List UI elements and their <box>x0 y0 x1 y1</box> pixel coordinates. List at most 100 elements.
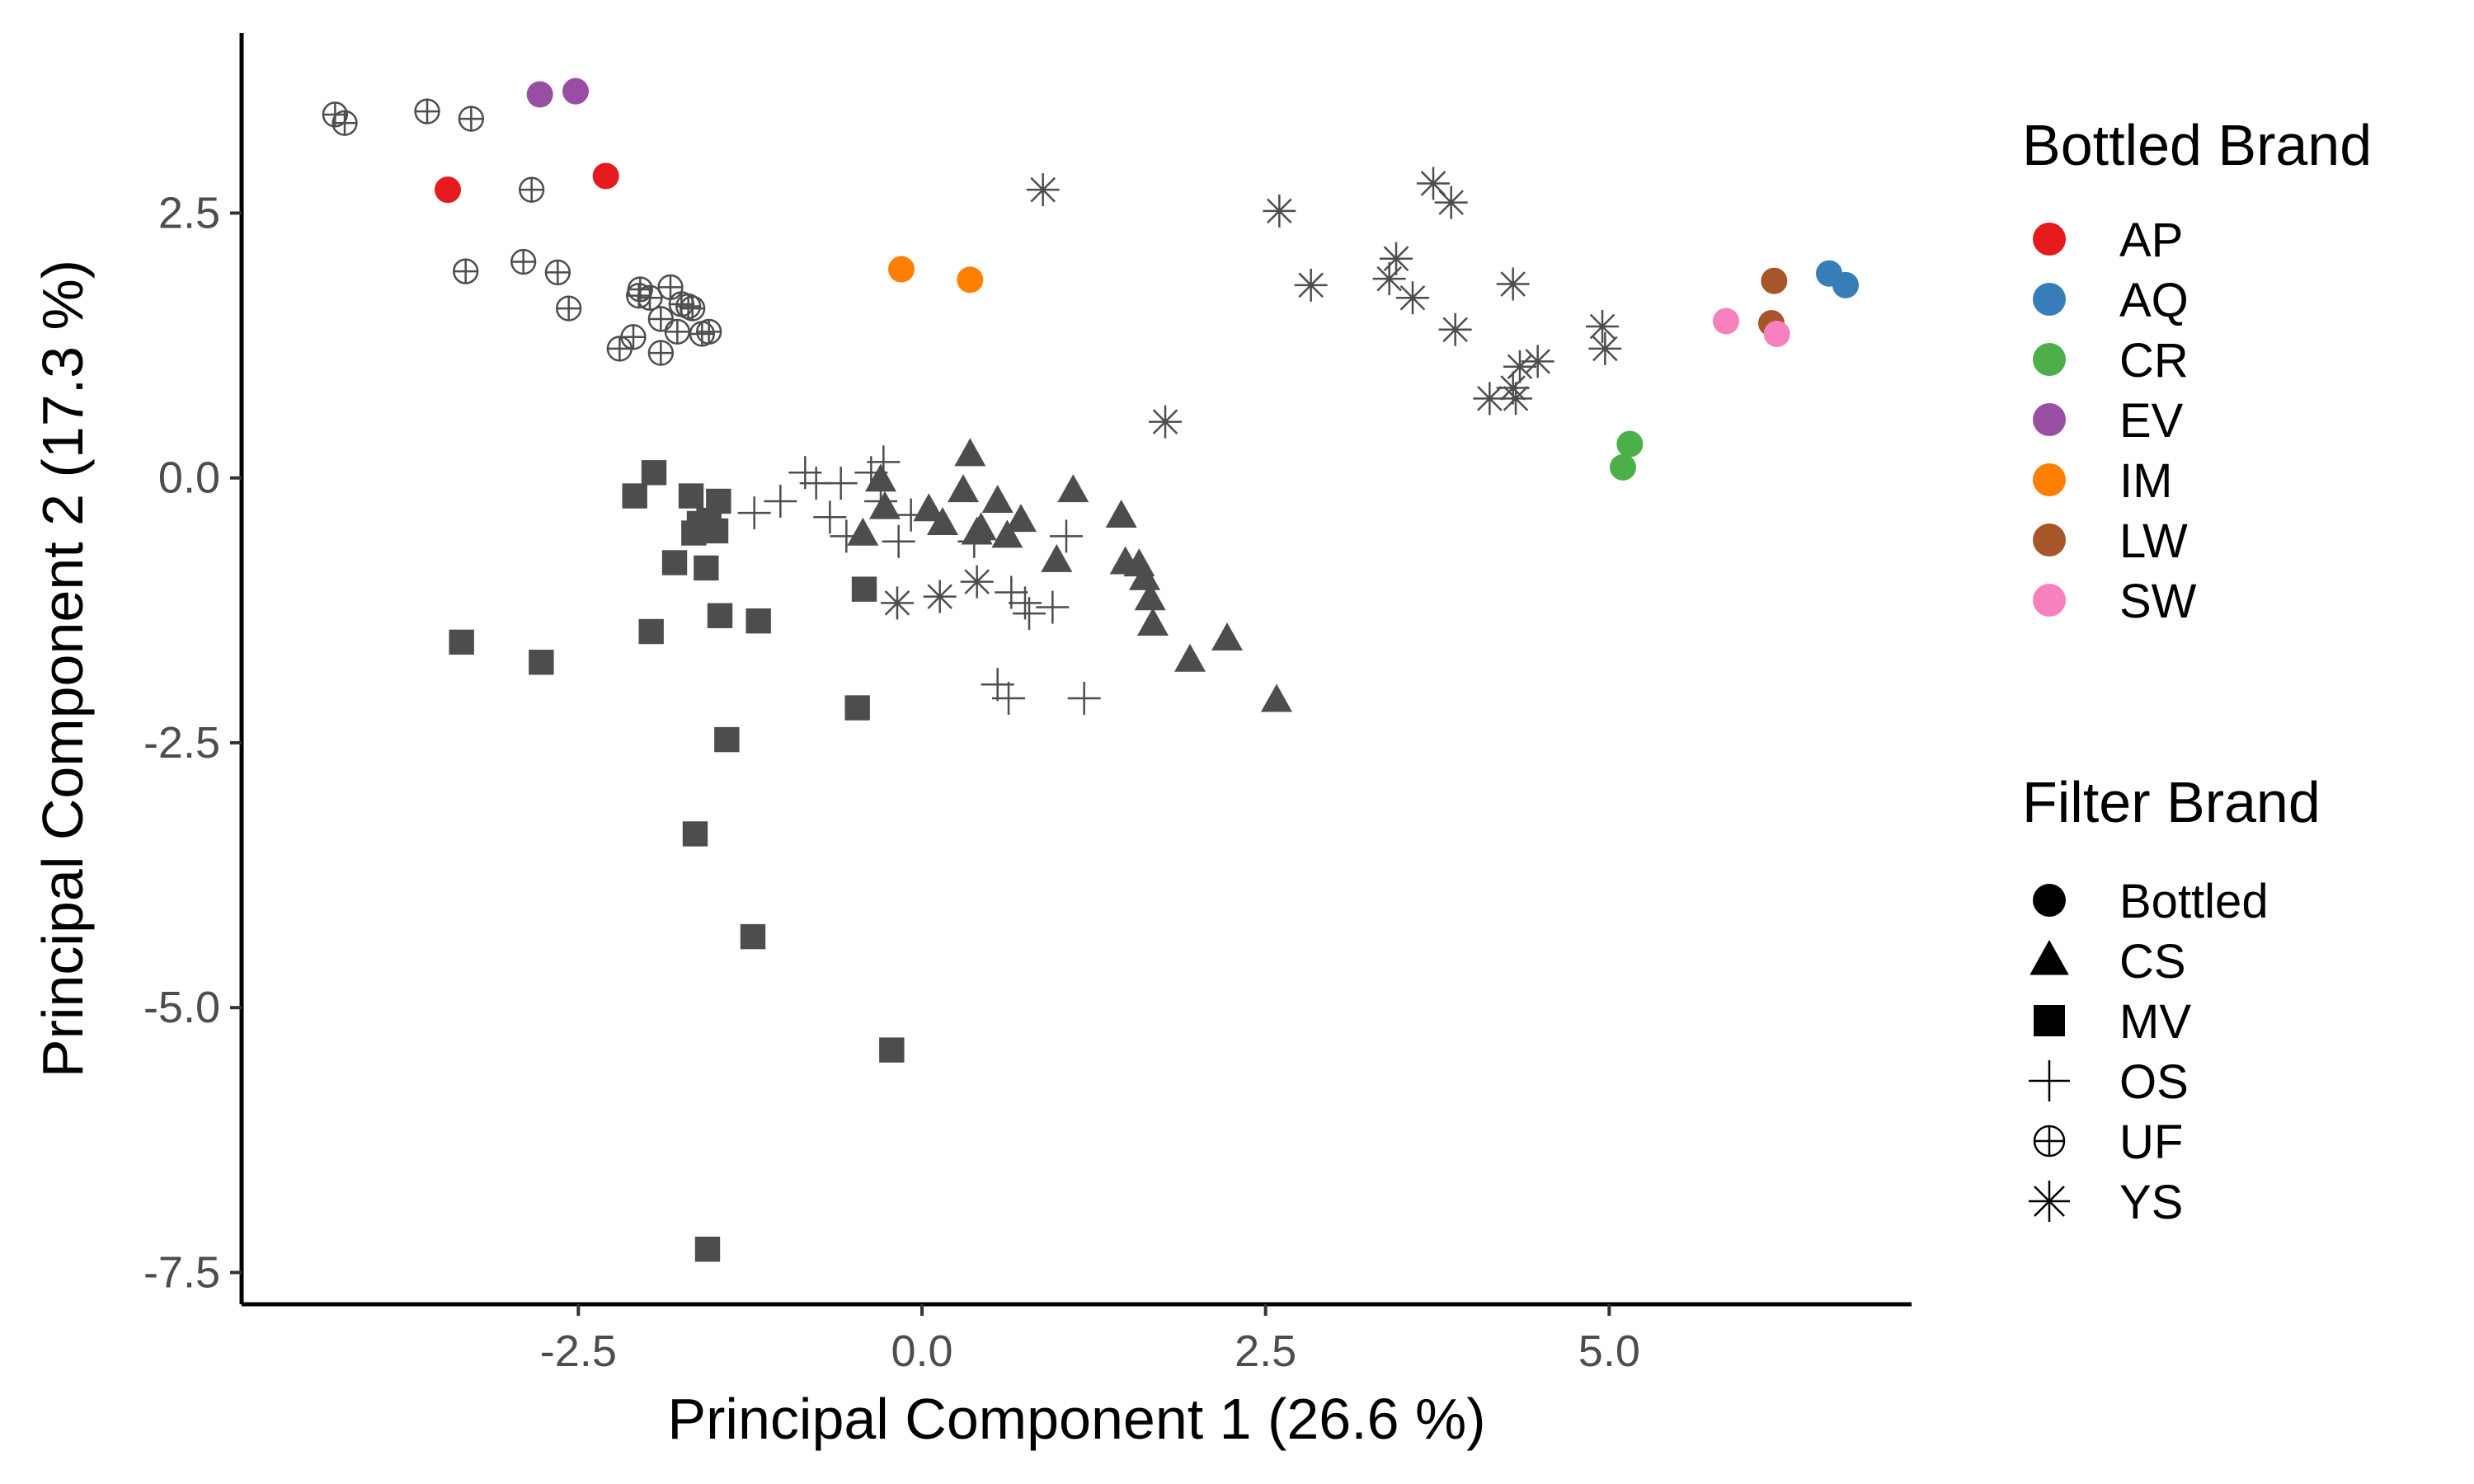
legend-label-im: IM <box>2119 454 2172 508</box>
data-point-os <box>830 519 863 553</box>
data-point-uf <box>519 176 545 203</box>
data-point-uf <box>332 110 358 136</box>
data-point-cs <box>1211 622 1243 651</box>
data-point-uf <box>453 258 479 284</box>
data-point-os <box>737 496 771 530</box>
data-point-cs <box>1105 499 1137 528</box>
data-point-uf <box>414 98 440 124</box>
data-point-mv <box>682 821 708 847</box>
data-point-ys <box>1372 262 1406 296</box>
data-point-ys <box>1503 350 1536 383</box>
legend-key-aq <box>2033 283 2066 316</box>
data-point-ys <box>1380 242 1413 275</box>
legend-label-cr: CR <box>2119 334 2189 387</box>
data-point-mv <box>694 1236 721 1262</box>
data-point-uf <box>675 293 702 320</box>
data-point-lw <box>1761 267 1788 294</box>
data-point-uf <box>680 295 706 322</box>
legend-label-mv: MV <box>2119 995 2191 1049</box>
data-point-os <box>813 500 847 534</box>
data-point-cs <box>954 438 986 467</box>
data-point-mv <box>449 629 474 655</box>
data-point-aq <box>1832 271 1859 298</box>
data-point-cs <box>1174 643 1206 672</box>
legend-label-ap: AP <box>2119 214 2183 267</box>
data-point-ys <box>1438 312 1472 346</box>
data-point-mv <box>529 650 554 675</box>
legend-label-ys: YS <box>2119 1176 2183 1229</box>
data-point-cs <box>1057 474 1089 503</box>
data-point-mv <box>707 603 733 628</box>
data-point-ev <box>562 77 589 105</box>
data-point-ys <box>1496 371 1530 405</box>
data-point-mv <box>740 923 766 950</box>
data-point-cr <box>1616 430 1644 458</box>
data-point-os <box>824 467 858 500</box>
data-point-mv <box>851 576 877 602</box>
data-point-cs <box>1261 683 1292 712</box>
data-point-sw <box>1763 320 1790 347</box>
data-point-mv <box>681 520 707 546</box>
legend-key-cs <box>2030 940 2069 975</box>
data-point-ev <box>526 81 553 108</box>
data-point-mv <box>694 555 719 581</box>
legend-key-ys <box>2029 1181 2070 1222</box>
series-uf <box>322 98 722 366</box>
data-point-im <box>957 266 984 294</box>
data-point-mv <box>641 460 667 486</box>
data-point-ys <box>881 586 914 620</box>
data-point-os <box>1013 597 1046 631</box>
legend-key-ap <box>2033 223 2066 256</box>
x-axis-title: Principal Component 1 (26.6 %) <box>667 1387 1485 1451</box>
data-point-ys <box>1473 382 1507 416</box>
data-point-cs <box>927 506 958 535</box>
series-ev <box>526 77 589 108</box>
data-point-ap <box>435 176 461 204</box>
data-point-uf <box>556 295 582 322</box>
data-point-cs <box>1129 561 1160 590</box>
data-point-ys <box>1521 345 1554 378</box>
data-point-cs <box>981 484 1014 513</box>
data-point-mv <box>879 1037 905 1063</box>
data-point-mv <box>706 488 731 514</box>
data-point-im <box>888 256 915 283</box>
series-cs <box>847 438 1292 712</box>
legend-label-aq: AQ <box>2119 274 2189 327</box>
data-point-mv <box>622 483 647 509</box>
data-point-uf <box>696 318 722 345</box>
data-point-mv <box>703 518 729 544</box>
data-point-uf <box>606 336 633 362</box>
data-point-os <box>1050 519 1083 553</box>
legend-key-bottled <box>2033 884 2066 917</box>
data-point-cs <box>961 516 993 545</box>
data-point-os <box>894 498 928 532</box>
data-point-uf <box>647 340 674 366</box>
data-point-uf <box>664 318 690 345</box>
data-point-ys <box>1496 267 1530 301</box>
series-aq <box>1816 260 1859 298</box>
data-point-cr <box>1610 453 1636 481</box>
series-sw <box>1713 308 1790 347</box>
legend-key-lw <box>2033 524 2066 556</box>
data-point-ys <box>1588 331 1622 365</box>
data-point-os <box>957 524 991 558</box>
data-point-mv <box>745 608 771 634</box>
data-points <box>322 77 1859 1262</box>
legend-key-mv <box>2034 1005 2065 1036</box>
data-point-ys <box>1149 405 1182 439</box>
x-tick-label: 2.5 <box>1235 1327 1296 1376</box>
data-point-os <box>864 484 897 518</box>
axis-ticks: -2.5 0.0 2.5 5.0 2.5 0.0 -2.5 -5.0 -7.5 <box>143 188 1640 1376</box>
data-point-ys <box>1294 268 1328 302</box>
legend-title-filter-brand: Filter Brand <box>2022 770 2321 834</box>
data-point-mv <box>678 483 704 509</box>
data-point-os <box>1067 681 1101 715</box>
x-tick-label: -2.5 <box>540 1327 617 1376</box>
data-point-uf <box>458 106 484 132</box>
legend-label-sw: SW <box>2119 575 2197 628</box>
legend: Bottled Brand Filter Brand AP AQ CR EV IM LW S… <box>2022 113 2372 1229</box>
data-point-cs <box>865 463 896 492</box>
legend-key-ev <box>2033 403 2066 436</box>
data-point-sw <box>1713 308 1739 335</box>
